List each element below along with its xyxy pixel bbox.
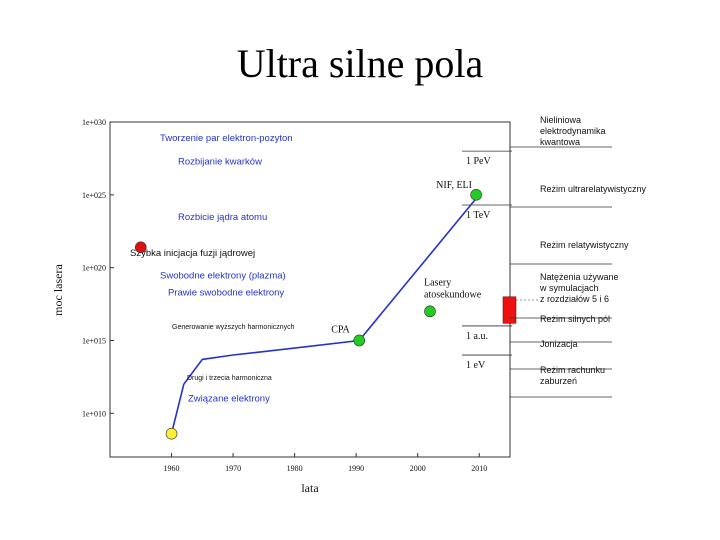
regime-label: z rozdziałów 5 i 6: [540, 294, 609, 304]
annotation-label: Rozbicie jądra atomu: [178, 212, 267, 223]
slide-title: Ultra silne pola: [236, 41, 484, 86]
annotation-label: Związane elektrony: [188, 394, 270, 405]
point-label: Lasery: [424, 277, 451, 288]
x-tick-label: 2000: [410, 464, 426, 473]
regime-label: elektrodynamika: [540, 126, 606, 136]
x-axis-label: lata: [301, 481, 319, 495]
regime-label: Natężenia używane: [540, 272, 619, 282]
y-tick-label: 1e+015: [82, 336, 106, 345]
regime-label: w symulacjach: [539, 283, 599, 293]
annotation-label: Prawie swobodne elektrony: [168, 287, 284, 298]
y-axis-label: moc lasera: [51, 264, 65, 316]
energy-level-label: 1 PeV: [466, 156, 492, 167]
y-tick-label: 1e+010: [82, 409, 106, 418]
annotation-label: Rozbijanie kwarków: [178, 156, 262, 167]
annotation-label: Drugi i trzecia harmoniczna: [187, 375, 272, 382]
y-tick-label: 1e+020: [82, 264, 106, 273]
energy-level-label: 1 a.u.: [466, 331, 488, 342]
plot-frame: [109, 121, 511, 458]
highlight-bar: [502, 296, 517, 324]
point-label: CPA: [331, 324, 350, 335]
annotation-label: Generowanie wyższych harmonicznych: [172, 324, 295, 331]
x-tick-label: 2010: [471, 464, 487, 473]
regime-label: Reżim rachunku: [540, 365, 605, 375]
x-tick-label: 1990: [348, 464, 364, 473]
regime-label: zaburzeń: [540, 376, 577, 386]
energy-level-label: 1 eV: [466, 360, 486, 371]
point-label: NIF, ELI: [436, 180, 472, 191]
regime-label: Reżim relatywistyczny: [540, 240, 629, 250]
data-point: [470, 189, 482, 201]
x-tick-label: 1960: [164, 464, 180, 473]
y-tick-label: 1e+030: [82, 118, 106, 127]
annotation-label: Swobodne elektrony (plazma): [160, 270, 286, 281]
data-point: [424, 305, 436, 318]
x-tick-label: 1970: [225, 464, 241, 473]
regime-label: Nieliniowa: [540, 115, 581, 125]
regime-label: Reżim silnych pól: [540, 314, 610, 324]
data-point: [134, 241, 147, 254]
x-tick-label: 1980: [287, 464, 303, 473]
data-point: [165, 427, 178, 440]
data-point: [353, 334, 366, 347]
annotation-label: Tworzenie par elektron-pozyton: [160, 133, 293, 144]
annotation-label: Szybka inicjacja fuzji jądrowej: [130, 248, 255, 259]
regime-label: Reżim ultrarelatywistyczny: [540, 184, 647, 194]
energy-level-label: 1 TeV: [466, 210, 491, 221]
regime-label: kwantowa: [540, 137, 580, 147]
y-tick-label: 1e+025: [82, 191, 106, 200]
regime-label: Jonizacja: [540, 339, 578, 349]
point-label: atosekundowe: [424, 289, 482, 300]
